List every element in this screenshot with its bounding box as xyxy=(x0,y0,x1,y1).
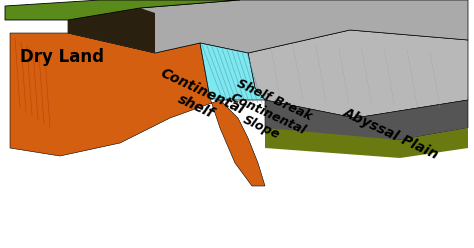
Text: Shelf Break
Continental
Slope: Shelf Break Continental Slope xyxy=(222,77,314,151)
Polygon shape xyxy=(5,0,240,20)
Text: Continental
shelf: Continental shelf xyxy=(152,66,246,132)
Polygon shape xyxy=(265,128,468,158)
Text: Dry Land: Dry Land xyxy=(19,48,104,66)
Polygon shape xyxy=(68,8,155,53)
Polygon shape xyxy=(10,33,265,186)
Polygon shape xyxy=(248,30,468,118)
Text: Abyssal Plain: Abyssal Plain xyxy=(341,106,441,162)
Polygon shape xyxy=(68,0,468,53)
Polygon shape xyxy=(265,100,468,140)
Polygon shape xyxy=(200,43,265,100)
